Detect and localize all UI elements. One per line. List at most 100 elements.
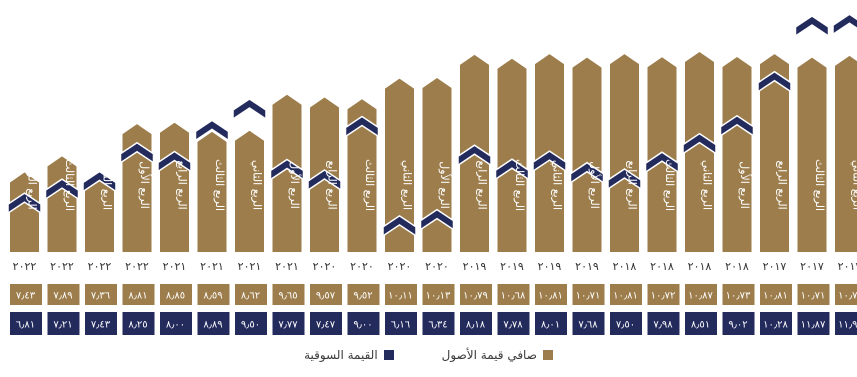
market-value-chevron [269,158,305,181]
nav-value-label: ٨٫٥٩ [203,291,222,302]
year-label: ٢٠٢١ [200,260,224,273]
market-value-label: ٩٫٥٠ [241,320,260,331]
market-value-chevron [232,98,267,121]
quarter-label: الربع الثالث [363,159,376,211]
nav-value-label: ١٠٫٧٣ [726,291,751,302]
market-value-label: ٨٫٠٠ [166,320,185,331]
market-value-box [235,312,267,335]
legend-item-market: القيمة السوقية [304,348,394,362]
quarter-label: الربع الثالث [513,159,526,211]
market-value-box [572,312,605,335]
year-label: ٢٠٢٠ [313,260,337,273]
market-value-label: ٨٫٥١ [691,320,710,331]
quarter-label: الربع الأول [438,161,452,209]
nav-value-box [835,284,857,305]
market-value-box [272,312,305,335]
quarter-label: الربع الثاني [851,160,857,210]
nav-bar [347,99,377,252]
year-label: ٢٠١٧ [838,260,857,273]
quarter-label: الربع الرابع [476,160,489,209]
market-value-label: ٧٫٦٨ [578,320,598,331]
year-label: ٢٠٢٢ [88,260,112,273]
quarter-label: الربع الثالث [63,159,76,211]
nav-value-box [310,284,342,305]
nav-bar [197,131,227,252]
market-value-box [535,312,567,335]
year-label: ٢٠٢١ [163,260,187,273]
market-value-label: ١٠٫٢٨ [763,320,788,331]
nav-value-label: ١٠٫٧٩ [463,291,488,302]
nav-bar [272,94,302,252]
market-value-chevron [344,115,380,138]
market-value-label: ٧٫٤٧ [316,320,336,331]
market-value-chevron [682,132,717,156]
nav-bar [385,78,414,253]
market-value-chevron [382,214,417,238]
year-label: ٢٠١٩ [538,260,562,273]
market-value-box [685,312,717,335]
nav-bar [722,56,752,253]
year-label: ٢٠٢٠ [388,260,412,273]
market-value-chevron [119,141,155,165]
year-label: ٢٠١٨ [688,260,712,273]
market-value-label: ٦٫٣٤ [428,320,447,331]
quarter-label: الربع الرابع [176,160,189,209]
nav-value-label: ١٠٫٧١ [576,291,601,302]
nav-value-label: ١٠٫٧٢ [651,291,676,302]
nav-value-label: ٧٫٤٣ [16,291,36,302]
chart-legend: صافي قيمة الأصول القيمة السوقية [0,343,857,367]
year-label: ٢٠١٩ [500,260,524,273]
nav-bar [685,52,714,252]
quarter-label: الربع الأول [138,161,152,209]
market-value-label: ٧٫٢١ [53,320,72,331]
market-value-chevron [44,178,80,201]
nav-value-box [10,284,42,305]
market-value-box [122,312,155,335]
market-value-chevron [194,119,230,142]
quarter-label: الربع الثاني [251,160,264,210]
market-value-label: ٧٫٩٨ [653,320,673,331]
year-label: ٢٠١٧ [763,260,787,273]
year-label: ٢٠٢١ [275,260,299,273]
nav-value-label: ٧٫٣٦ [91,291,110,302]
market-value-box [160,312,192,335]
nav-value-box [422,284,455,305]
quarter-label: الربع الثالث [813,159,826,211]
nav-value-label: ١٠٫١١ [388,291,413,302]
nav-value-label: ١٠٫٨١ [613,291,638,302]
market-value-box [497,312,530,335]
quarter-label: الربع الأول [738,161,752,209]
quarter-label: الربع الأول [288,161,302,209]
market-value-label: ١١٫٩٢ [838,320,857,331]
market-value-label: ٦٫١٦ [391,320,410,331]
market-value-label: ١١٫٨٧ [801,320,826,331]
nav-value-box [347,284,380,305]
year-label: ٢٠٢١ [238,260,262,273]
nav-value-box [722,284,755,305]
year-label: ٢٠١٨ [650,260,674,273]
market-value-chevron [157,150,192,173]
market-value-box [760,312,792,335]
market-value-box [647,312,680,335]
market-value-chevron [7,192,42,215]
nav-value-label: ٨٫٦٢ [241,291,260,302]
market-value-label: ٨٫٢٥ [128,320,147,331]
market-value-chevron [532,150,567,173]
market-value-box [797,312,830,335]
nav-value-box [535,284,567,305]
nav-value-box [235,284,267,305]
market-value-chevron [457,144,492,167]
market-value-label: ٧٫٧٧ [278,320,298,331]
market-value-chevron [794,15,830,38]
nav-value-box [272,284,305,305]
market-value-box [835,312,857,335]
nav-bar [797,57,827,253]
year-label: ٢٠١٩ [575,260,599,273]
market-value-label: ٩٫٠٠ [353,320,372,331]
nav-value-box [497,284,530,305]
nav-value-label: ١٠٫٨١ [538,291,563,302]
market-value-label: ٩٫٠٢ [728,320,747,331]
nav-value-box [572,284,605,305]
market-value-box [47,312,80,335]
nav-value-label: ٧٫٨٩ [53,291,72,302]
